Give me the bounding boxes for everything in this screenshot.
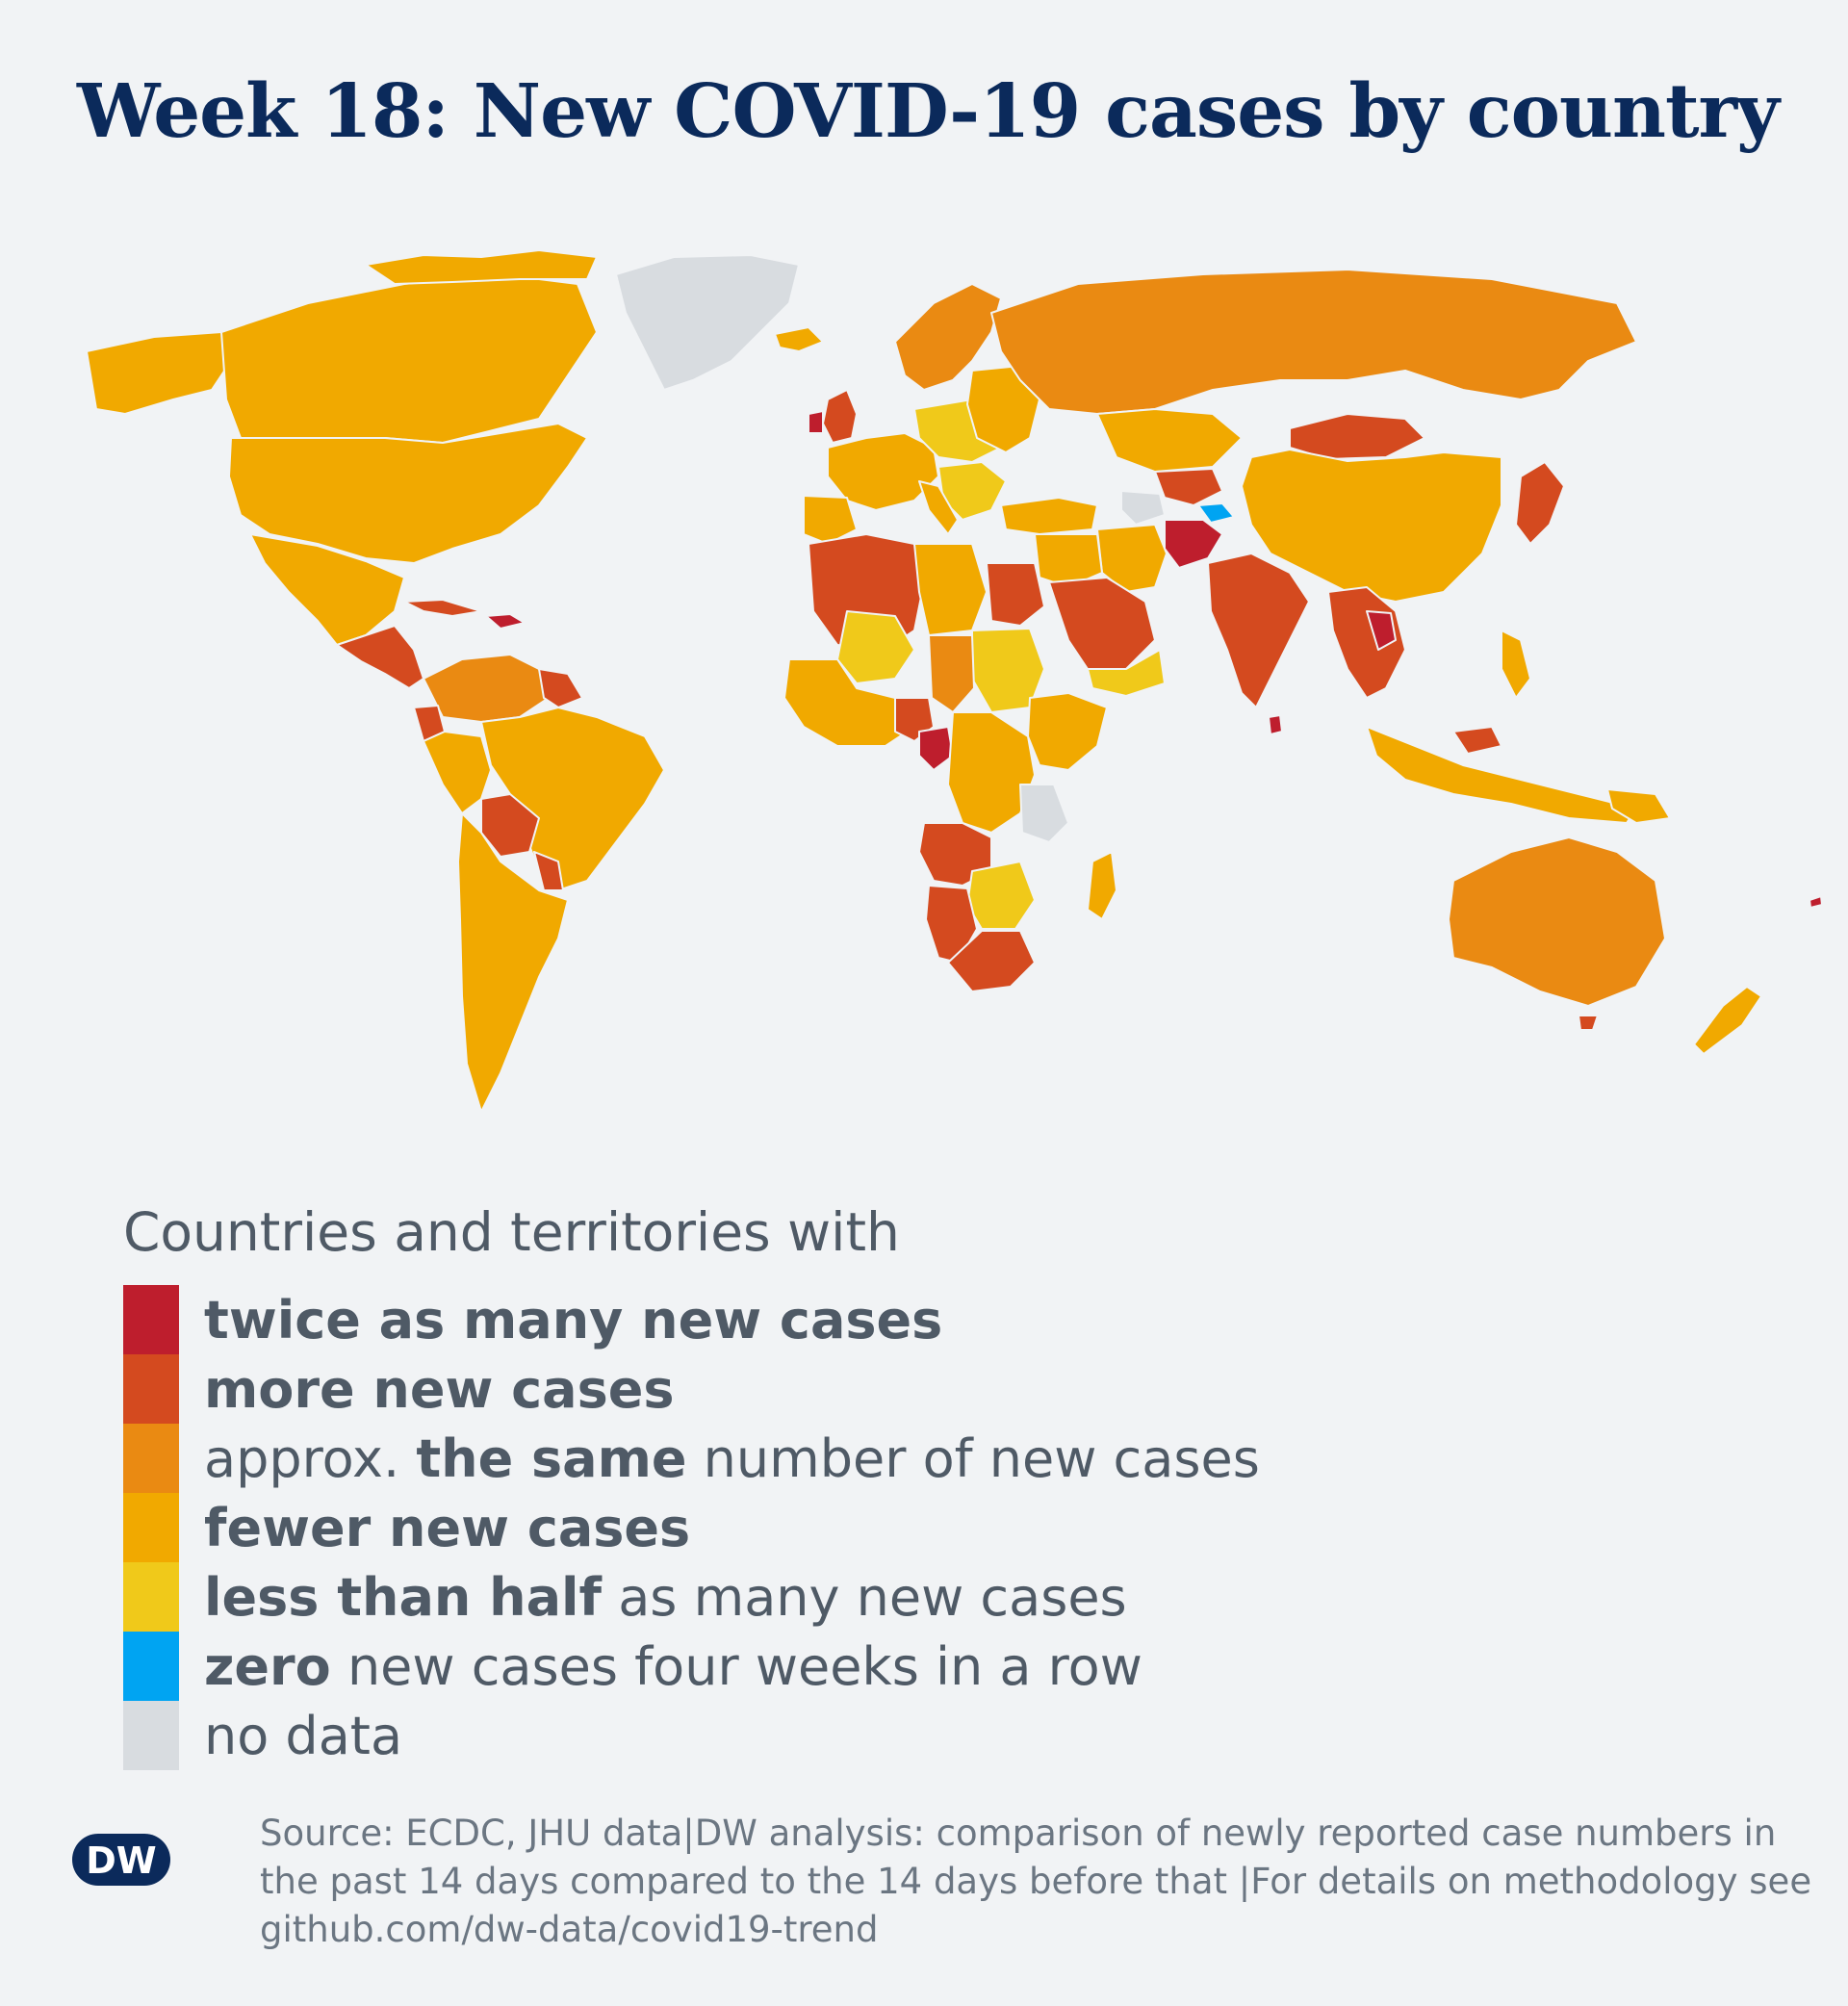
legend-label-rest: new cases four weeks in a row (330, 1635, 1142, 1697)
legend-item-fewer: fewer new cases (123, 1493, 1260, 1562)
region-paraguay (533, 851, 564, 891)
footer: DW Source: ECDC, JHU data|DW analysis: c… (69, 1810, 1811, 1964)
legend-label: twice as many new cases (204, 1290, 942, 1350)
region-libya (913, 543, 988, 636)
legend-item-less-than-half: less than half as many new cases (123, 1562, 1260, 1632)
source-note: Source: ECDC, JHU data|DW analysis: comp… (260, 1813, 1812, 1950)
region-yemen-oman (1087, 649, 1166, 697)
region-south-africa (947, 930, 1036, 992)
dw-logo-text: DW (86, 1839, 156, 1882)
legend-label: zero new cases four weeks in a row (204, 1636, 1142, 1697)
region-southeast-asia (1327, 586, 1406, 699)
legend-swatch (123, 1424, 179, 1493)
region-pacific-islands (1809, 895, 1823, 909)
legend-item-zero: zero new cases four weeks in a row (123, 1632, 1260, 1701)
region-southern-africa-mid (966, 861, 1036, 930)
region-cuba (403, 599, 482, 617)
region-russia (990, 269, 1637, 415)
region-alaska (86, 331, 232, 415)
legend-label-bold: more new cases (204, 1358, 675, 1420)
region-kazakhstan (1096, 408, 1243, 473)
region-greenland (615, 254, 800, 391)
region-central-africa (947, 711, 1036, 834)
region-malaysia (1452, 726, 1502, 755)
region-iceland (774, 326, 824, 352)
legend-swatch (123, 1285, 179, 1354)
legend-label: approx. the same number of new cases (204, 1428, 1260, 1489)
region-new-zealand (1693, 986, 1762, 1055)
world-map (86, 249, 1823, 1113)
region-iberia (803, 495, 858, 545)
region-ireland (808, 410, 824, 434)
legend-label-bold: zero (204, 1635, 331, 1697)
legend-label: less than half as many new cases (204, 1567, 1127, 1628)
region-madagascar (1087, 851, 1117, 920)
region-egypt (986, 562, 1045, 627)
legend-label: more new cases (204, 1359, 675, 1420)
legend-item-no-data: no data (123, 1701, 1260, 1770)
region-hispaniola (485, 613, 526, 630)
region-turkey (1000, 497, 1098, 535)
region-saudi-arabia (1048, 577, 1156, 670)
region-canada (220, 273, 598, 444)
region-tasmania (1578, 1015, 1599, 1031)
legend-label-bold: the same (416, 1427, 687, 1489)
region-mongolia (1289, 413, 1425, 460)
region-usa (228, 423, 588, 564)
legend-item-same: approx. the same number of new cases (123, 1424, 1260, 1493)
region-east-africa (1019, 784, 1069, 843)
legend-label-rest: number of new cases (686, 1427, 1260, 1489)
dw-logo-icon: DW (72, 1834, 170, 1886)
legend-label-rest: no data (204, 1705, 403, 1766)
region-india (1207, 553, 1310, 708)
region-colombia-venezuela (423, 654, 550, 723)
region-peru (423, 731, 492, 814)
legend-item-twice: twice as many new cases (123, 1285, 1260, 1354)
legend-swatch (123, 1701, 179, 1770)
legend-label: fewer new cases (204, 1498, 690, 1558)
region-canada-arctic (365, 249, 598, 285)
region-uk (822, 389, 858, 444)
region-australia (1448, 836, 1666, 1007)
chart-title: Week 18: New COVID-19 cases by country (77, 68, 1780, 155)
region-sri-lanka (1268, 714, 1283, 735)
legend: Countries and territories with twice as … (123, 1198, 1260, 1770)
legend-swatch (123, 1354, 179, 1424)
legend-item-more: more new cases (123, 1354, 1260, 1424)
legend-label-bold: fewer new cases (204, 1497, 691, 1558)
legend-label-bold: less than half (204, 1566, 603, 1628)
region-chad (928, 634, 975, 713)
region-papua (1606, 788, 1671, 824)
region-korea-japan (1515, 461, 1565, 545)
legend-swatch (123, 1562, 179, 1632)
region-indonesia (1366, 726, 1637, 824)
region-china (1241, 449, 1502, 603)
region-scandinavia (894, 283, 1002, 391)
region-west-africa (783, 658, 915, 747)
legend-label-pre: approx. (204, 1427, 417, 1489)
region-thailand (1366, 610, 1397, 651)
region-philippines (1501, 630, 1531, 699)
legend-label-rest: as many new cases (602, 1566, 1127, 1628)
region-central-asia (1154, 468, 1223, 506)
region-turkmenistan (1120, 490, 1166, 526)
legend-label: no data (204, 1706, 402, 1766)
region-guianas (538, 668, 583, 708)
region-ethiopia-horn (1027, 692, 1108, 771)
region-cameroon (918, 726, 954, 771)
legend-heading: Countries and territories with (123, 1201, 900, 1263)
legend-swatch (123, 1632, 179, 1701)
region-argentina-chile (457, 812, 569, 1113)
region-tajikistan (1197, 502, 1235, 524)
region-afghanistan (1164, 519, 1223, 569)
legend-swatch (123, 1493, 179, 1562)
legend-label-bold: twice as many new cases (204, 1289, 943, 1350)
region-italy (918, 480, 959, 535)
